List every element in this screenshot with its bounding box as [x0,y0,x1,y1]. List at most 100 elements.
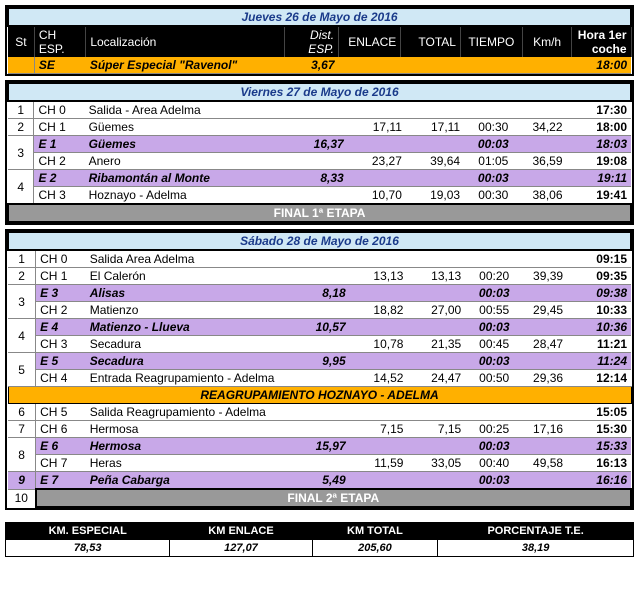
tiempo-cell: 00:30 [464,187,522,205]
kmh-cell [523,250,573,268]
enlace-cell: 10,70 [348,187,406,205]
total-cell: 24,47 [407,370,465,387]
loc-cell: El Calerón [86,268,295,285]
dist-cell [294,250,349,268]
loc-cell: Salida Reagrupamiento - Adelma [86,404,295,421]
st-cell: 3 [8,136,34,170]
kmh-cell [523,285,573,302]
hora-cell: 11:24 [573,353,631,370]
schedule-row: 6CH 5Salida Reagrupamiento - Adelma15:05 [8,404,631,421]
dist-cell [294,268,349,285]
dist-cell [292,101,348,119]
schedule-row: CH 2Matienzo18,8227,0000:5529,4510:33 [8,302,631,319]
ch-cell: SE [34,57,85,74]
dist-cell [292,119,348,136]
summary-header: KM TOTAL [312,523,438,540]
ch-cell: CH 3 [36,336,86,353]
schedule-row: 10FINAL 2ª ETAPA [8,489,631,507]
st-cell: 7 [8,421,36,438]
enlace-cell [339,57,401,74]
col-kmh: Km/h [522,26,572,57]
tiempo-cell: 00:20 [465,268,523,285]
kmh-cell [522,170,572,187]
enlace-cell: 7,15 [350,421,408,438]
total-cell [406,170,464,187]
enlace-cell [350,319,408,336]
dist-cell [294,302,349,319]
schedule-row: CH 4Entrada Reagrupamiento - Adelma14,52… [8,370,631,387]
ch-cell: E 5 [36,353,86,370]
st-cell: 8 [8,438,36,472]
schedule-row: 3E 1Güemes16,3700:0318:03 [8,136,631,153]
day-title: Jueves 26 de Mayo de 2016 [8,8,631,26]
hora-cell: 10:33 [573,302,631,319]
schedule-row: 4E 2Ribamontán al Monte8,3300:0319:11 [8,170,631,187]
dist-cell [294,455,349,472]
loc-cell: Hoznayo - Adelma [85,187,292,205]
total-cell: 33,05 [407,455,465,472]
total-cell [406,101,464,119]
enlace-cell [350,250,408,268]
st-cell: 2 [8,268,36,285]
hora-cell: 18:00 [572,57,631,74]
enlace-cell [350,285,408,302]
dist-cell [292,153,348,170]
ch-cell: CH 6 [36,421,86,438]
loc-cell: Secadura [86,353,295,370]
ch-cell: E 4 [36,319,86,336]
hora-cell: 09:38 [573,285,631,302]
dist-cell: 10,57 [294,319,349,336]
loc-cell: Súper Especial "Ravenol" [86,57,284,74]
dist-cell [294,421,349,438]
summary-value: 127,07 [170,540,312,557]
schedule-table: Sábado 28 de Mayo de 20161CH 0Salida Are… [7,231,632,508]
schedule-table: Viernes 27 de Mayo de 20161CH 0Salida - … [7,82,632,223]
ch-cell: CH 5 [36,404,86,421]
loc-cell: Hermosa [86,438,295,455]
total-cell: 19,03 [406,187,464,205]
kmh-cell [523,404,573,421]
st-cell: 10 [8,489,36,507]
st-cell: 2 [8,119,34,136]
tiempo-cell [460,57,522,74]
schedule-row: 2CH 1El Calerón13,1313,1300:2039,3909:35 [8,268,631,285]
tiempo-cell [465,404,523,421]
col-tmp: TIEMPO [460,26,522,57]
enlace-cell [350,353,408,370]
hora-cell: 18:00 [573,119,631,136]
dist-cell: 15,97 [294,438,349,455]
dist-cell: 5,49 [294,472,349,490]
loc-cell: Güemes [85,119,292,136]
ch-cell: CH 3 [34,187,85,205]
dist-cell [294,336,349,353]
schedule-row: 4E 4Matienzo - Llueva10,5700:0310:36 [8,319,631,336]
ch-cell: CH 0 [34,101,85,119]
enlace-cell: 11,59 [350,455,408,472]
total-cell: 7,15 [407,421,465,438]
tiempo-cell: 00:30 [464,119,522,136]
tiempo-cell: 01:05 [464,153,522,170]
hora-cell: 10:36 [573,319,631,336]
total-cell [406,136,464,153]
st-cell [8,57,34,74]
col-enl: ENLACE [339,26,401,57]
hora-cell: 16:16 [573,472,631,490]
schedule-table: Jueves 26 de Mayo de 2016StCH ESP.Locali… [7,7,632,74]
st-cell: 6 [8,404,36,421]
schedule-row: CH 2Anero23,2739,6401:0536,5919:08 [8,153,631,170]
kmh-cell [522,101,572,119]
total-cell [407,353,465,370]
schedule-row: CH 7Heras11,5933,0500:4049,5816:13 [8,455,631,472]
schedule-row: CH 3Hoznayo - Adelma10,7019,0300:3038,06… [8,187,631,205]
ch-cell: E 2 [34,170,85,187]
summary-header: PORCENTAJE T.E. [438,523,634,540]
schedule-row: 5E 5Secadura9,9500:0311:24 [8,353,631,370]
st-cell: 5 [8,353,36,387]
tiempo-cell: 00:25 [465,421,523,438]
ch-cell: CH 7 [36,455,86,472]
day-block: Jueves 26 de Mayo de 2016StCH ESP.Locali… [5,5,634,76]
tiempo-cell [465,250,523,268]
schedule-row: SESúper Especial "Ravenol"3,6718:00 [8,57,631,74]
col-loc: Localización [86,26,284,57]
summary-value: 38,19 [438,540,634,557]
